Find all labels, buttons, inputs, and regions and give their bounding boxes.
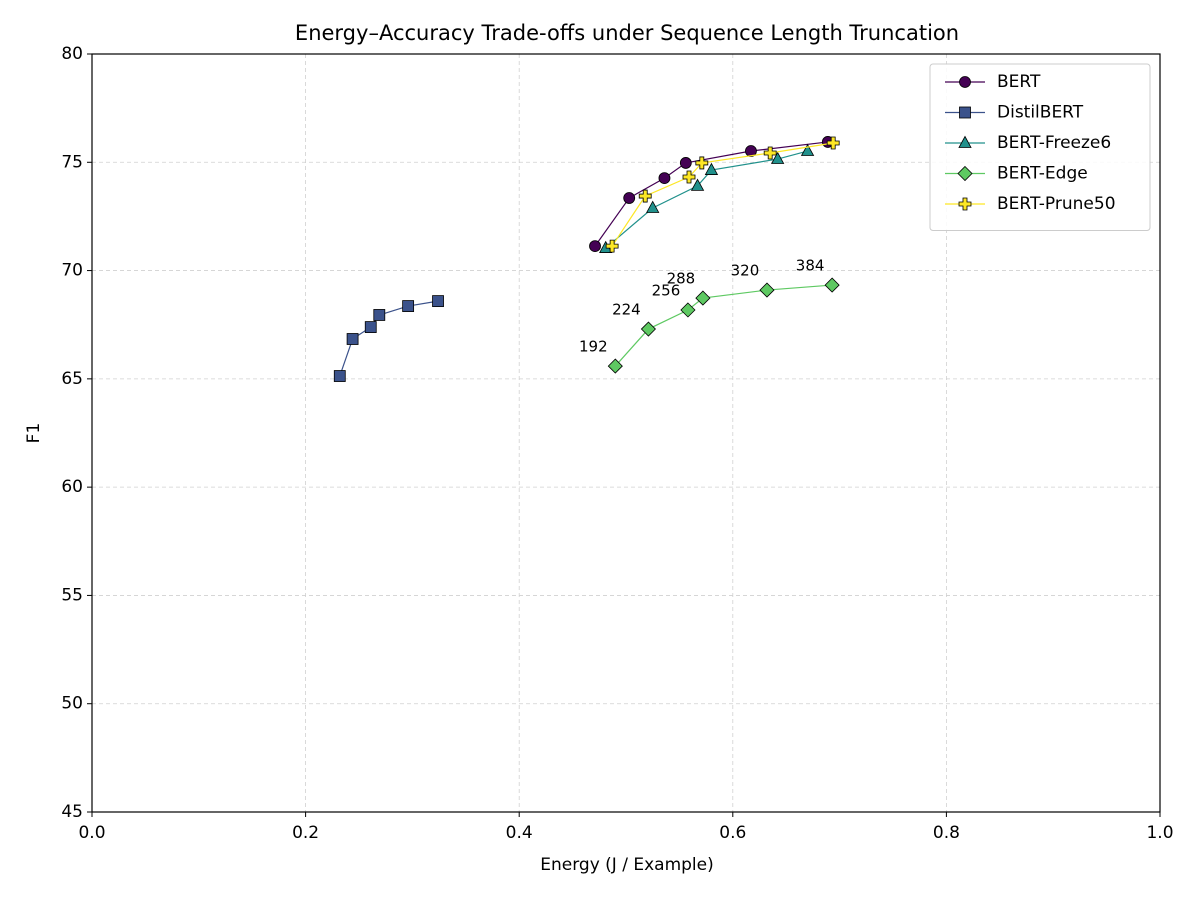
x-tick-label: 0.2 (292, 823, 319, 843)
marker (638, 189, 652, 203)
marker (682, 170, 696, 184)
legend-label: BERT-Prune50 (997, 194, 1116, 214)
point-label: 224 (612, 301, 641, 319)
y-tick-label: 65 (61, 369, 83, 389)
point-label: 288 (667, 270, 696, 288)
chart-title: Energy–Accuracy Trade-offs under Sequenc… (295, 21, 959, 45)
marker (373, 309, 386, 321)
legend-label: BERT-Edge (997, 164, 1088, 184)
marker (646, 200, 660, 213)
point-label: 384 (796, 257, 825, 275)
marker (605, 239, 619, 253)
y-tick-label: 45 (61, 802, 83, 822)
marker (658, 172, 671, 184)
x-axis-label: Energy (J / Example) (540, 855, 714, 875)
x-tick-label: 0.4 (506, 823, 533, 843)
marker (824, 277, 840, 293)
marker (958, 197, 972, 211)
marker (640, 321, 656, 337)
series-line (611, 142, 834, 247)
y-tick-label: 80 (61, 44, 83, 64)
marker (333, 370, 346, 382)
marker (957, 165, 973, 182)
marker (800, 143, 815, 156)
marker (679, 157, 692, 169)
y-tick-label: 75 (61, 152, 83, 172)
marker (680, 302, 696, 318)
marker (690, 178, 705, 191)
y-tick-label: 70 (61, 261, 83, 281)
marker (763, 146, 777, 160)
series-line (605, 150, 808, 249)
point-label: 256 (652, 281, 681, 299)
point-label: 192 (579, 338, 608, 356)
marker (704, 162, 719, 175)
marker (759, 282, 775, 298)
x-tick-label: 0.6 (719, 823, 746, 843)
legend-label: BERT-Freeze6 (997, 133, 1111, 153)
marker (623, 192, 636, 204)
y-tick-label: 55 (61, 585, 83, 605)
marker (745, 145, 757, 157)
x-tick-label: 0.8 (933, 823, 960, 843)
marker (607, 358, 623, 374)
marker (346, 333, 359, 345)
marker (770, 151, 785, 164)
marker (695, 290, 711, 306)
marker (432, 295, 444, 308)
y-axis-label: F1 (24, 423, 44, 444)
marker (959, 106, 971, 119)
marker (695, 156, 709, 170)
point-label: 320 (731, 262, 760, 280)
marker (959, 76, 971, 88)
marker (364, 321, 377, 333)
x-tick-label: 0.0 (78, 823, 105, 843)
legend-label: DistilBERT (997, 103, 1084, 123)
y-tick-label: 60 (61, 477, 83, 497)
marker (958, 135, 972, 148)
legend-label: BERT (997, 72, 1041, 92)
series-line (594, 141, 828, 247)
marker (402, 300, 415, 312)
marker (826, 136, 840, 150)
x-tick-label: 1.0 (1146, 823, 1173, 843)
series-line (614, 284, 833, 367)
legend-box (929, 63, 1151, 231)
plot-frame (91, 53, 1161, 813)
marker (589, 240, 601, 252)
y-tick-label: 50 (61, 694, 83, 714)
